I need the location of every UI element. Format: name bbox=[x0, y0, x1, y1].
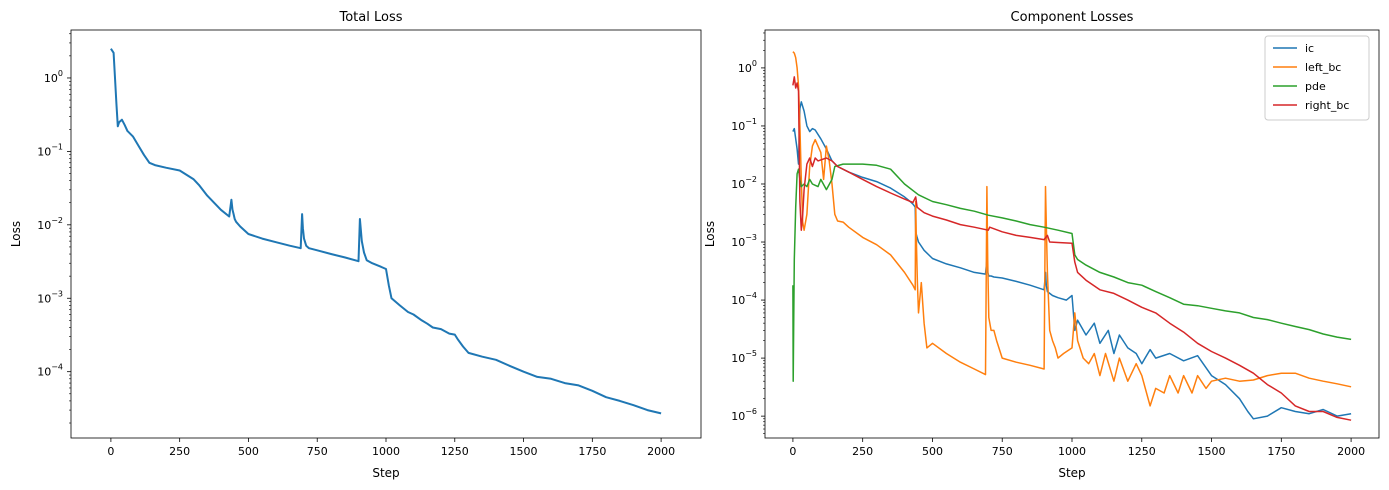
axes-frame bbox=[764, 29, 1380, 439]
series-line-left_bc bbox=[792, 51, 1352, 407]
legend-label: right_bc bbox=[1305, 99, 1349, 112]
y-tick-exponent: −5 bbox=[745, 349, 757, 358]
x-tick-label: 0 bbox=[789, 445, 796, 458]
x-tick-label: 1750 bbox=[1267, 445, 1295, 458]
y-tick-base: 10 bbox=[37, 292, 51, 305]
y-tick-base: 10 bbox=[44, 72, 58, 85]
series-line-ic bbox=[792, 101, 1352, 420]
y-tick-label: 10−2 bbox=[37, 216, 63, 232]
x-tick-label: 750 bbox=[307, 445, 328, 458]
x-tick-label: 1500 bbox=[510, 445, 538, 458]
series-line-total-loss bbox=[110, 48, 662, 415]
y-axis-label: Loss bbox=[703, 221, 717, 247]
y-tick-label: 10−6 bbox=[731, 407, 757, 423]
chart-title: Total Loss bbox=[338, 10, 402, 25]
series-line-pde bbox=[792, 163, 1352, 382]
total-loss-chart: Total Loss 0 250 500 750 1000 1250 1500 1750 200… bbox=[9, 10, 702, 480]
plot-area: 0 250 500 750 1000 1250 1500 1750 200010−610−510… bbox=[731, 32, 1365, 458]
series-line-right_bc bbox=[792, 76, 1352, 421]
y-tick-base: 10 bbox=[37, 145, 51, 158]
y-tick-label: 100 bbox=[738, 59, 757, 75]
y-tick-label: 10−1 bbox=[37, 142, 63, 158]
y-tick-base: 10 bbox=[738, 62, 752, 75]
x-tick-label: 1250 bbox=[441, 445, 469, 458]
y-tick-exponent: −2 bbox=[745, 175, 757, 184]
x-tick-label: 500 bbox=[238, 445, 259, 458]
legend-label: ic bbox=[1305, 42, 1314, 55]
y-tick-label: 10−1 bbox=[731, 117, 757, 133]
x-axis-label: Step bbox=[372, 466, 399, 480]
y-tick-exponent: −4 bbox=[745, 291, 757, 300]
y-tick-exponent: −3 bbox=[51, 289, 63, 298]
y-tick-exponent: −2 bbox=[51, 216, 63, 225]
y-tick-label: 10−3 bbox=[37, 289, 63, 305]
y-tick-base: 10 bbox=[37, 366, 51, 379]
legend-label: left_bc bbox=[1305, 61, 1341, 74]
axes-frame bbox=[70, 29, 702, 439]
x-tick-label: 1250 bbox=[1128, 445, 1156, 458]
x-tick-label: 500 bbox=[922, 445, 943, 458]
x-tick-label: 1000 bbox=[1058, 445, 1086, 458]
y-tick-label: 10−2 bbox=[731, 175, 757, 191]
plot-area: 0 250 500 750 1000 1250 1500 1750 200010−410−310… bbox=[37, 33, 675, 458]
x-tick-label: 1750 bbox=[578, 445, 606, 458]
y-tick-label: 10−4 bbox=[731, 291, 757, 307]
y-tick-base: 10 bbox=[731, 294, 745, 307]
y-tick-base: 10 bbox=[731, 410, 745, 423]
y-tick-base: 10 bbox=[731, 236, 745, 249]
y-tick-exponent: −1 bbox=[51, 142, 63, 151]
y-tick-base: 10 bbox=[37, 219, 51, 232]
chart-title: Component Losses bbox=[1011, 10, 1134, 25]
x-tick-label: 1500 bbox=[1198, 445, 1226, 458]
y-tick-exponent: 0 bbox=[752, 59, 757, 68]
y-tick-label: 10−5 bbox=[731, 349, 757, 365]
y-tick-exponent: −6 bbox=[745, 407, 757, 416]
component-losses-chart: Component Losses 0 250 500 750 1000 1250 1500 1… bbox=[703, 10, 1380, 480]
x-axis-label: Step bbox=[1058, 466, 1085, 480]
y-tick-exponent: −3 bbox=[745, 233, 757, 242]
x-tick-label: 250 bbox=[169, 445, 190, 458]
legend-label: pde bbox=[1305, 80, 1326, 93]
x-tick-label: 0 bbox=[107, 445, 114, 458]
y-tick-label: 10−3 bbox=[731, 233, 757, 249]
y-axis-label: Loss bbox=[9, 221, 23, 247]
y-tick-base: 10 bbox=[731, 178, 745, 191]
x-tick-label: 1000 bbox=[372, 445, 400, 458]
y-tick-exponent: −1 bbox=[745, 117, 757, 126]
x-tick-label: 2000 bbox=[647, 445, 675, 458]
x-tick-label: 250 bbox=[852, 445, 873, 458]
x-tick-label: 2000 bbox=[1337, 445, 1365, 458]
y-tick-label: 100 bbox=[44, 69, 63, 85]
y-tick-exponent: −4 bbox=[51, 363, 63, 372]
y-tick-base: 10 bbox=[731, 352, 745, 365]
x-tick-label: 750 bbox=[992, 445, 1013, 458]
y-tick-label: 10−4 bbox=[37, 363, 63, 379]
y-tick-exponent: 0 bbox=[58, 69, 63, 78]
y-tick-base: 10 bbox=[731, 120, 745, 133]
legend-box bbox=[1264, 35, 1370, 121]
